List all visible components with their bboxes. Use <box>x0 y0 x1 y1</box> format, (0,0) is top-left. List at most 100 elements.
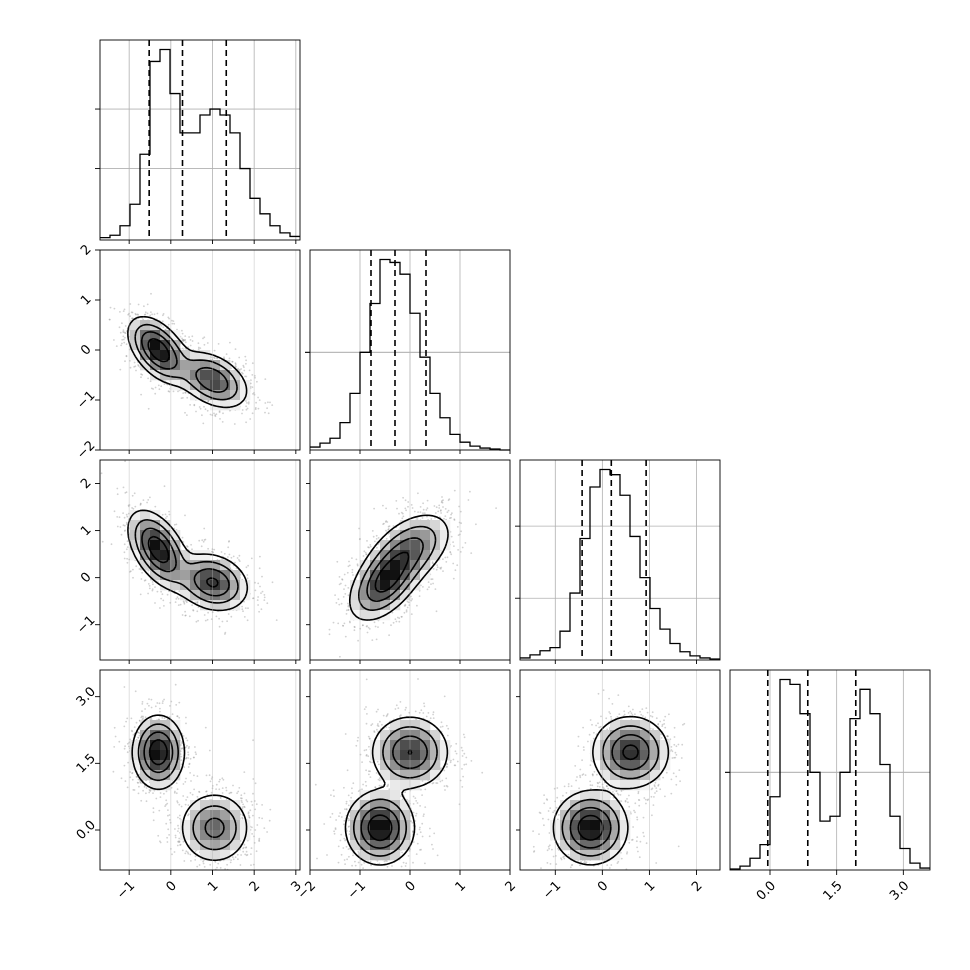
scatter-point <box>119 331 122 334</box>
scatter-point <box>122 486 125 489</box>
scatter-point <box>461 546 464 549</box>
scatter-point <box>179 603 182 606</box>
scatter-point <box>129 570 132 573</box>
scatter-point <box>252 393 254 395</box>
scatter-point <box>251 386 254 389</box>
scatter-point <box>410 595 412 598</box>
scatter-point <box>233 423 236 425</box>
scatter-point <box>453 545 455 547</box>
scatter-point <box>234 365 237 367</box>
scatter-point <box>328 628 331 631</box>
density-cell <box>180 570 191 581</box>
scatter-point <box>123 341 126 344</box>
scatter-point <box>443 517 445 520</box>
scatter-point <box>247 402 250 405</box>
density-contour <box>134 518 239 604</box>
scatter-point <box>203 336 206 339</box>
scatter-point <box>417 511 419 513</box>
scatter-point <box>236 557 239 559</box>
scatter-point <box>419 506 422 508</box>
scatter-point <box>245 359 248 362</box>
scatter-point <box>374 540 376 543</box>
scatter-point <box>123 331 125 334</box>
scatter-panel-0-2 <box>99 459 301 661</box>
scatter-point <box>347 604 350 607</box>
scatter-point <box>206 618 209 621</box>
density-cell <box>160 570 171 581</box>
scatter-point <box>134 505 137 508</box>
scatter-point <box>422 508 425 511</box>
scatter-point <box>248 369 251 372</box>
scatter-point <box>153 313 156 316</box>
scatter-point <box>245 375 248 378</box>
density-cell <box>150 550 161 561</box>
scatter-point <box>223 356 225 359</box>
scatter-point <box>137 365 140 367</box>
scatter-point <box>184 335 187 337</box>
scatter-point <box>259 585 261 588</box>
scatter-point <box>440 512 442 514</box>
scatter-point <box>131 317 134 320</box>
density-cell <box>230 600 241 611</box>
scatter-point <box>366 540 368 542</box>
scatter-point <box>343 622 346 625</box>
scatter-point <box>108 318 111 321</box>
scatter-point <box>226 620 229 623</box>
scatter-point <box>215 413 218 416</box>
scatter-point <box>135 369 137 372</box>
scatter-point <box>157 384 160 387</box>
scatter-point <box>446 556 449 559</box>
scatter-point <box>232 555 235 558</box>
density-cell <box>200 570 211 581</box>
scatter-point <box>231 360 234 363</box>
density-cell <box>170 530 181 541</box>
scatter-point <box>126 546 129 548</box>
scatter-point <box>139 593 142 596</box>
scatter-point <box>396 616 399 619</box>
scatter-point <box>401 517 404 520</box>
scatter-point <box>182 397 184 399</box>
scatter-point <box>464 542 467 544</box>
scatter-point <box>183 601 186 604</box>
scatter-point <box>442 558 444 560</box>
scatter-point <box>119 526 122 528</box>
density-cell <box>180 550 191 561</box>
scatter-point <box>122 335 125 338</box>
scatter-point <box>404 499 407 502</box>
scatter-point <box>147 407 150 410</box>
scatter-point <box>149 314 152 317</box>
density-cell <box>160 560 171 571</box>
density-cell <box>180 560 191 571</box>
scatter-point <box>410 599 413 602</box>
scatter-point <box>142 499 145 501</box>
density-cell <box>190 370 201 381</box>
scatter-point <box>134 365 137 368</box>
scatter-point <box>355 558 358 561</box>
scatter-point <box>225 353 228 355</box>
scatter-point <box>260 608 263 611</box>
scatter-point <box>151 581 154 583</box>
scatter-point <box>351 557 353 559</box>
scatter-point <box>358 573 360 575</box>
scatter-point <box>154 392 157 395</box>
scatter-point <box>198 406 201 408</box>
scatter-point <box>176 596 179 599</box>
scatter-point <box>243 616 246 618</box>
scatter-point <box>223 552 226 555</box>
scatter-point <box>230 615 233 618</box>
scatter-point <box>343 588 345 590</box>
scatter-point <box>343 573 346 576</box>
scatter-point <box>452 577 455 580</box>
density-cell <box>170 580 181 591</box>
scatter-point <box>177 604 180 606</box>
scatter-point <box>241 605 244 608</box>
scatter-point <box>413 510 416 513</box>
scatter-point <box>164 517 167 519</box>
scatter-point <box>247 607 249 610</box>
scatter-point <box>245 400 247 402</box>
scatter-point <box>436 564 439 567</box>
density-cell <box>160 520 171 531</box>
scatter-point <box>160 324 163 327</box>
scatter-point <box>130 311 133 314</box>
scatter-point <box>213 357 216 360</box>
